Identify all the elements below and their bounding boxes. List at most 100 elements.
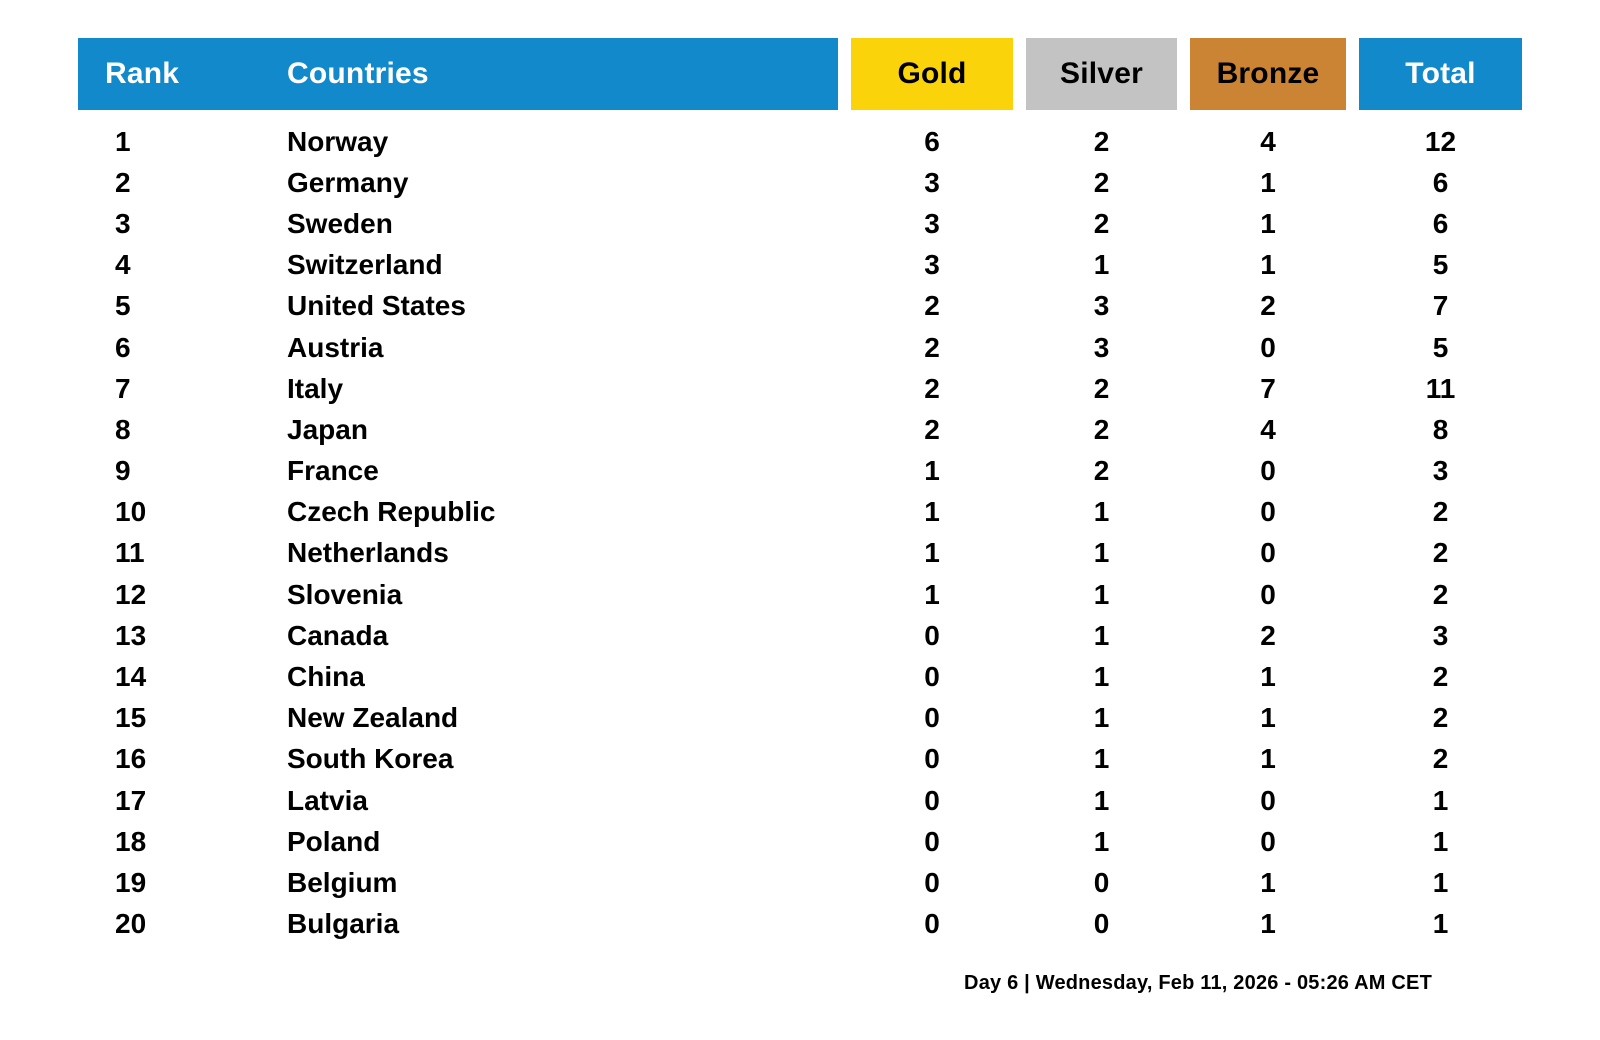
header-countries: Countries	[287, 57, 429, 90]
total-count: 3	[1432, 455, 1449, 487]
bronze-count: 0	[1260, 578, 1276, 610]
gold-count: 3	[924, 166, 940, 198]
row-main-cell: 3 Sweden	[78, 208, 838, 240]
rank-value: 4	[115, 249, 131, 281]
row-main-cell: 15 New Zealand	[78, 702, 838, 734]
table-row: 13 Canada 0 1 2 3	[78, 615, 1522, 656]
table-row: 1 Norway 6 2 4 12	[78, 121, 1522, 162]
silver-count: 2	[1093, 166, 1110, 198]
country-name: Norway	[287, 125, 389, 157]
silver-count: 2	[1093, 207, 1110, 239]
total-count: 7	[1432, 290, 1449, 322]
bronze-count: 0	[1260, 496, 1276, 528]
country-name: Czech Republic	[287, 496, 496, 528]
table-row: 16 South Korea 0 1 1 2	[78, 739, 1522, 780]
rank-value: 11	[115, 537, 145, 569]
header-rank-countries: Rank Countries	[78, 38, 838, 110]
country-name: Latvia	[287, 784, 368, 816]
gold-count: 2	[924, 290, 940, 322]
gold-count: 2	[924, 331, 940, 363]
total-count: 8	[1432, 413, 1449, 445]
silver-count: 3	[1093, 290, 1110, 322]
bronze-count: 7	[1260, 372, 1276, 404]
bronze-count: 4	[1260, 125, 1276, 157]
rank-value: 20	[115, 908, 147, 940]
table-body: 1 Norway 6 2 4 1 2 2 Germany 3 2 1 6 3 Sw…	[78, 121, 1522, 945]
country-name: United States	[287, 290, 466, 322]
total-count: 1	[1432, 784, 1449, 816]
country-name: Canada	[287, 619, 389, 651]
country-name: Italy	[287, 372, 344, 404]
rank-value: 7	[115, 372, 131, 404]
country-name: Slovenia	[287, 578, 403, 610]
total-count: 2	[1432, 537, 1449, 569]
bronze-count: 1	[1260, 866, 1276, 898]
bronze-count: 1	[1260, 661, 1276, 693]
row-main-cell: 4 Switzerland	[78, 249, 838, 281]
country-name: Netherlands	[287, 537, 449, 569]
row-main-cell: 20 Bulgaria	[78, 908, 838, 940]
country-name: Germany	[287, 166, 409, 198]
silver-count: 1	[1093, 661, 1110, 693]
total-count: 5	[1432, 249, 1449, 281]
total-count: 1	[1432, 825, 1449, 857]
row-main-cell: 9 France	[78, 455, 838, 487]
medal-standings-table: Rank Countries Gold Silver Bronze Total …	[78, 38, 1522, 945]
row-main-cell: 11 Netherlands	[78, 537, 838, 569]
row-main-cell: 13 Canada	[78, 620, 838, 652]
table-row: 12 Slovenia 1 1 0 2	[78, 574, 1522, 615]
rank-value: 19	[115, 866, 147, 898]
table-row: 10 Czech Republic 1 1 0 2	[78, 492, 1522, 533]
gold-count: 0	[924, 866, 940, 898]
bronze-count: 1	[1260, 166, 1276, 198]
gold-count: 0	[924, 661, 940, 693]
row-main-cell: 5 United States	[78, 290, 838, 322]
gold-count: 6	[924, 125, 940, 157]
table-header-row: Rank Countries Gold Silver Bronze Total	[78, 38, 1522, 110]
row-main-cell: 10 Czech Republic	[78, 496, 838, 528]
silver-count: 1	[1093, 496, 1110, 528]
total-count: 2	[1432, 702, 1449, 734]
gold-count: 3	[924, 249, 940, 281]
silver-count: 1	[1093, 578, 1110, 610]
total-count: 2	[1432, 496, 1449, 528]
country-name: Bulgaria	[287, 908, 400, 940]
total-count: 1	[1432, 866, 1449, 898]
rank-value: 1	[115, 125, 131, 157]
table-row: 8 Japan 2 2 4 8	[78, 409, 1522, 450]
rank-value: 9	[115, 455, 131, 487]
gold-count: 0	[924, 908, 940, 940]
header-bronze: Bronze	[1190, 38, 1346, 110]
header-total: Total	[1359, 38, 1522, 110]
bronze-count: 1	[1260, 743, 1276, 775]
table-row: 2 Germany 3 2 1 6	[78, 162, 1522, 203]
bronze-count: 4	[1260, 413, 1276, 445]
bronze-count: 0	[1260, 455, 1276, 487]
table-row: 6 Austria 2 3 0 5	[78, 327, 1522, 368]
table-row: 19 Belgium 0 0 1 1	[78, 862, 1522, 903]
silver-count: 1	[1093, 743, 1110, 775]
country-name: Austria	[287, 331, 384, 363]
rank-value: 18	[115, 825, 147, 857]
row-main-cell: 8 Japan	[78, 414, 838, 446]
silver-count: 1	[1093, 784, 1110, 816]
silver-count: 1	[1093, 249, 1110, 281]
country-name: France	[287, 455, 379, 487]
silver-count: 3	[1093, 331, 1110, 363]
country-name: Switzerland	[287, 249, 443, 281]
header-rank: Rank	[105, 57, 180, 90]
country-name: Sweden	[287, 207, 393, 239]
row-main-cell: 19 Belgium	[78, 867, 838, 899]
row-main-cell: 6 Austria	[78, 332, 838, 364]
rank-value: 13	[115, 619, 147, 651]
row-main-cell: 12 Slovenia	[78, 579, 838, 611]
silver-count: 2	[1093, 125, 1110, 157]
table-row: 18 Poland 0 1 0 1	[78, 821, 1522, 862]
rank-value: 10	[115, 496, 147, 528]
row-main-cell: 17 Latvia	[78, 785, 838, 817]
total-count: 11	[1425, 372, 1456, 404]
gold-count: 0	[924, 825, 940, 857]
row-main-cell: 1 Norway	[78, 126, 838, 158]
gold-count: 0	[924, 743, 940, 775]
row-main-cell: 7 Italy	[78, 373, 838, 405]
